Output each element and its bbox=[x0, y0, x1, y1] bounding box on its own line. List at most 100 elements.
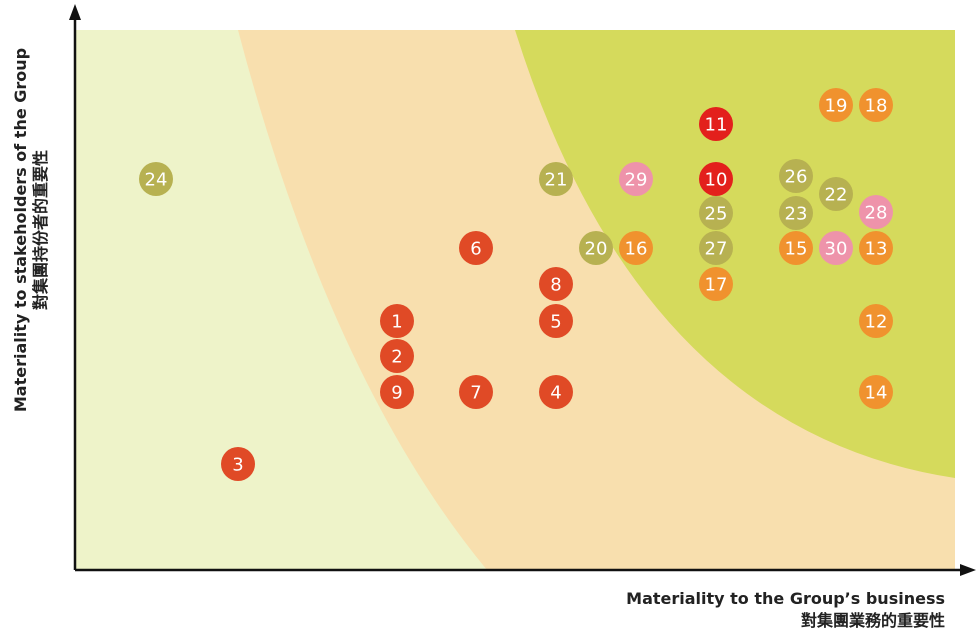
topic-label: 7 bbox=[470, 383, 481, 404]
topic-node: 24 bbox=[139, 162, 173, 196]
y-label-zh: 對集團持份者的重要性 bbox=[31, 150, 50, 310]
topic-label: 22 bbox=[825, 185, 848, 206]
topic-node: 14 bbox=[859, 375, 893, 409]
topic-node: 11 bbox=[699, 107, 733, 141]
topic-label: 23 bbox=[785, 204, 808, 225]
topic-circle bbox=[380, 304, 414, 338]
topic-label: 16 bbox=[625, 239, 648, 260]
topic-circle bbox=[539, 375, 573, 409]
topic-node: 23 bbox=[779, 196, 813, 230]
topic-label: 5 bbox=[550, 312, 561, 333]
topic-circle bbox=[699, 267, 733, 301]
topic-label: 13 bbox=[865, 239, 888, 260]
topic-circle bbox=[539, 162, 573, 196]
y-arrow bbox=[69, 4, 81, 20]
topic-circle bbox=[819, 177, 853, 211]
topic-node: 9 bbox=[380, 375, 414, 409]
topic-label: 6 bbox=[470, 239, 481, 260]
topic-node: 8 bbox=[539, 267, 573, 301]
topic-circle bbox=[619, 162, 653, 196]
topic-label: 1 bbox=[391, 312, 402, 333]
topic-node: 29 bbox=[619, 162, 653, 196]
topic-label: 18 bbox=[865, 96, 888, 117]
topic-circle bbox=[459, 231, 493, 265]
topic-node: 6 bbox=[459, 231, 493, 265]
topic-circle bbox=[699, 231, 733, 265]
topic-label: 3 bbox=[232, 455, 243, 476]
topic-circle bbox=[380, 375, 414, 409]
topic-node: 21 bbox=[539, 162, 573, 196]
topic-node: 13 bbox=[859, 231, 893, 265]
topic-node: 20 bbox=[579, 231, 613, 265]
topic-circle bbox=[779, 159, 813, 193]
topic-label: 20 bbox=[585, 239, 608, 260]
topic-label: 17 bbox=[705, 275, 728, 296]
topic-circle bbox=[859, 375, 893, 409]
topic-label: 9 bbox=[391, 383, 402, 404]
topic-node: 15 bbox=[779, 231, 813, 265]
topic-circle bbox=[699, 196, 733, 230]
topic-circle bbox=[859, 195, 893, 229]
topic-node: 4 bbox=[539, 375, 573, 409]
topic-circle bbox=[779, 231, 813, 265]
topic-node: 16 bbox=[619, 231, 653, 265]
topic-circle bbox=[579, 231, 613, 265]
topic-node: 7 bbox=[459, 375, 493, 409]
y-axis-title: Materiality to stakeholders of the Group… bbox=[11, 48, 50, 412]
topic-node: 19 bbox=[819, 88, 853, 122]
topic-circle bbox=[139, 162, 173, 196]
topic-node: 28 bbox=[859, 195, 893, 229]
topic-label: 11 bbox=[705, 115, 728, 136]
topic-node: 2 bbox=[380, 339, 414, 373]
topic-label: 25 bbox=[705, 204, 728, 225]
topic-node: 26 bbox=[779, 159, 813, 193]
topic-label: 28 bbox=[865, 203, 888, 224]
topic-node: 1 bbox=[380, 304, 414, 338]
topic-label: 15 bbox=[785, 239, 808, 260]
topic-label: 27 bbox=[705, 239, 728, 260]
topic-label: 30 bbox=[825, 239, 848, 260]
topic-circle bbox=[619, 231, 653, 265]
topic-node: 25 bbox=[699, 196, 733, 230]
topic-label: 19 bbox=[825, 96, 848, 117]
topic-label: 29 bbox=[625, 170, 648, 191]
topic-label: 24 bbox=[145, 170, 168, 191]
topic-label: 12 bbox=[865, 312, 888, 333]
topic-node: 27 bbox=[699, 231, 733, 265]
x-arrow bbox=[960, 564, 976, 576]
topic-label: 10 bbox=[705, 170, 728, 191]
topic-circle bbox=[779, 196, 813, 230]
topic-label: 14 bbox=[865, 383, 888, 404]
topic-circle bbox=[819, 231, 853, 265]
topic-node: 18 bbox=[859, 88, 893, 122]
topic-circle bbox=[859, 88, 893, 122]
topic-label: 21 bbox=[545, 170, 568, 191]
topic-node: 5 bbox=[539, 304, 573, 338]
topic-circle bbox=[459, 375, 493, 409]
x-label-zh: 對集團業務的重要性 bbox=[801, 611, 945, 630]
topic-node: 30 bbox=[819, 231, 853, 265]
topic-circle bbox=[819, 88, 853, 122]
topic-circle bbox=[539, 267, 573, 301]
topic-label: 2 bbox=[391, 347, 402, 368]
topic-circle bbox=[699, 107, 733, 141]
topic-circle bbox=[539, 304, 573, 338]
topic-circle bbox=[221, 447, 255, 481]
zone-high bbox=[515, 30, 955, 478]
topic-label: 26 bbox=[785, 167, 808, 188]
topic-circle bbox=[380, 339, 414, 373]
y-label: Materiality to stakeholders of the Group bbox=[11, 48, 30, 412]
topic-node: 12 bbox=[859, 304, 893, 338]
topic-node: 22 bbox=[819, 177, 853, 211]
topic-node: 17 bbox=[699, 267, 733, 301]
topic-circle bbox=[859, 304, 893, 338]
x-label: Materiality to the Group’s business bbox=[626, 589, 945, 608]
topic-label: 4 bbox=[550, 383, 561, 404]
topic-node: 10 bbox=[699, 162, 733, 196]
topic-circle bbox=[699, 162, 733, 196]
topic-circle bbox=[859, 231, 893, 265]
topic-label: 8 bbox=[550, 275, 561, 296]
topic-node: 3 bbox=[221, 447, 255, 481]
